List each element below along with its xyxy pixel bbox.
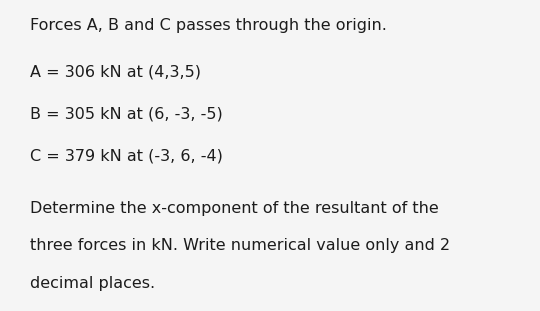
Text: decimal places.: decimal places. <box>30 276 155 291</box>
Text: three forces in kN. Write numerical value only and 2: three forces in kN. Write numerical valu… <box>30 239 450 253</box>
Text: A = 306 kN at (4,3,5): A = 306 kN at (4,3,5) <box>30 64 201 79</box>
Text: B = 305 kN at (6, -3, -5): B = 305 kN at (6, -3, -5) <box>30 106 222 121</box>
Text: Determine the x-component of the resultant of the: Determine the x-component of the resulta… <box>30 201 438 216</box>
Text: Forces A, B and C passes through the origin.: Forces A, B and C passes through the ori… <box>30 18 387 33</box>
Text: C = 379 kN at (-3, 6, -4): C = 379 kN at (-3, 6, -4) <box>30 148 222 163</box>
